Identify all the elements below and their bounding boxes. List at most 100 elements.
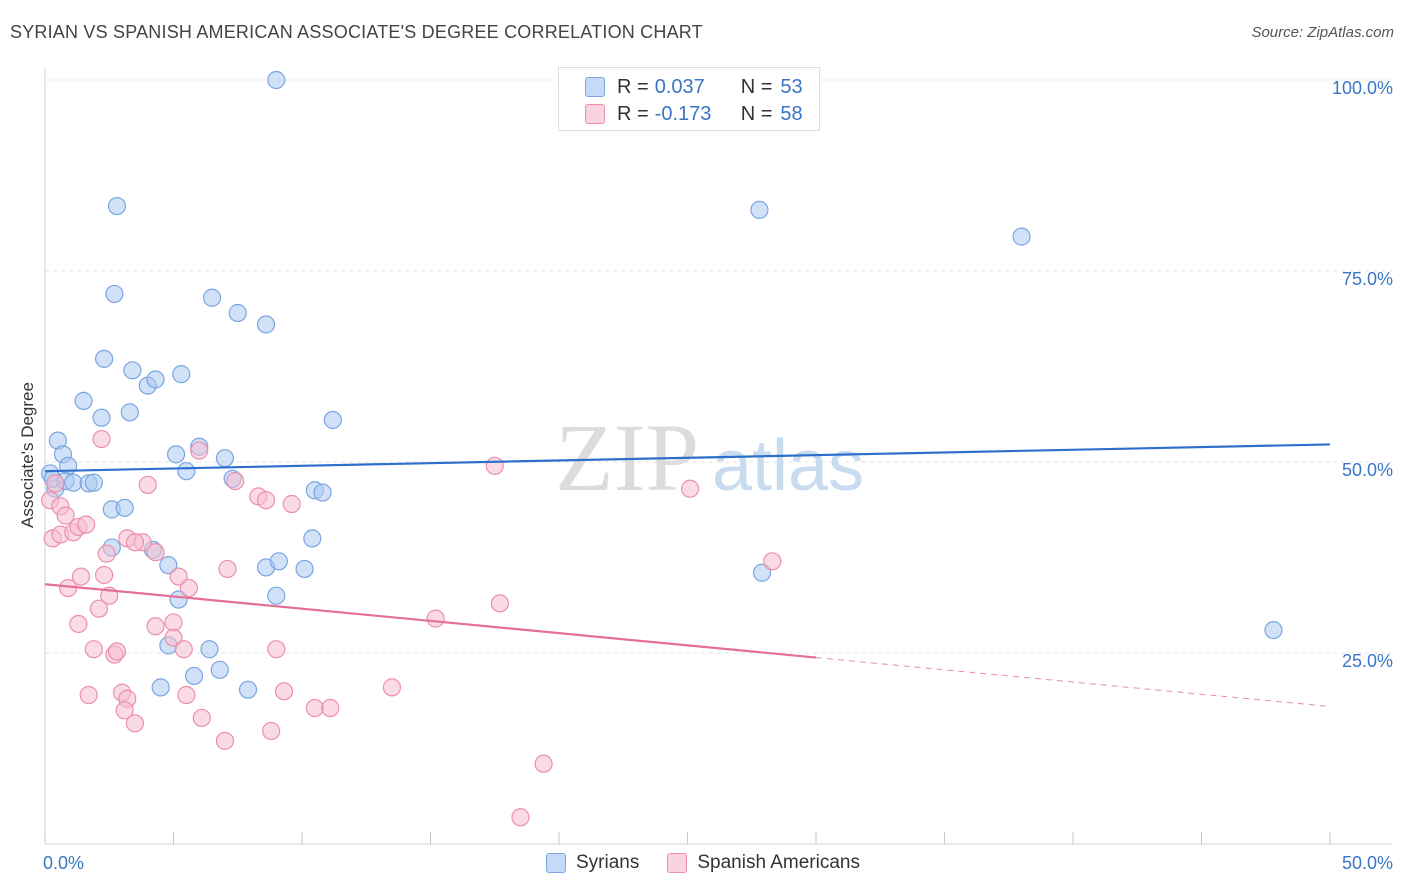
data-point [123, 361, 142, 380]
data-point [95, 349, 114, 368]
legend-r-label: R = [617, 102, 649, 125]
data-point [56, 506, 75, 525]
data-point [84, 640, 103, 659]
data-point [680, 479, 700, 498]
data-point [321, 698, 340, 718]
legend-r-label: R = [617, 75, 649, 98]
y-axis-label: Associate's Degree [18, 382, 37, 528]
data-point [1012, 227, 1031, 246]
data-points [41, 70, 1283, 827]
legend-item-spanish-americans[interactable]: Spanish Americans [667, 852, 860, 874]
x-tick-label: 50.0% [1342, 853, 1393, 873]
legend-swatch-spanish-americans [667, 853, 688, 873]
data-point [238, 680, 258, 699]
data-point [174, 640, 193, 659]
data-point [750, 200, 769, 219]
series-spanish-americans [41, 429, 782, 827]
data-point [511, 808, 530, 827]
chart-title: SYRIAN VS SPANISH AMERICAN ASSOCIATE'S D… [10, 22, 703, 42]
data-point [1264, 620, 1283, 640]
data-point [146, 370, 165, 389]
legend-label-spanish-americans: Spanish Americans [697, 852, 860, 873]
series-legend: Syrians Spanish Americans [0, 852, 1406, 874]
data-point [89, 599, 109, 618]
legend-n-label: N = [740, 102, 773, 125]
data-point [752, 563, 772, 582]
data-point [115, 498, 134, 517]
data-point [164, 628, 183, 647]
data-point [215, 449, 234, 468]
data-point [200, 640, 219, 659]
y-tick-label: 50.0% [1342, 460, 1393, 480]
data-point [190, 441, 209, 460]
data-point [267, 640, 286, 659]
data-point [97, 544, 116, 563]
data-point [485, 456, 504, 475]
data-point [107, 196, 127, 216]
data-point [46, 474, 65, 493]
data-point [95, 565, 114, 585]
data-point [269, 552, 288, 571]
y-tick-label: 25.0% [1342, 651, 1393, 671]
tick-labels: 25.0% 50.0% 75.0% 100.0% 0.0% 50.0% [43, 78, 1393, 873]
data-point [215, 731, 234, 750]
axes [44, 68, 1392, 845]
data-point [192, 708, 211, 728]
data-point [313, 483, 332, 502]
data-point [71, 567, 91, 586]
data-point [763, 552, 782, 571]
correlation-legend: R = 0.037 N = 53 R = -0.173 N = 58 [558, 67, 820, 131]
data-point [256, 491, 276, 510]
data-point [267, 586, 286, 605]
y-tick-label: 100.0% [1332, 78, 1393, 98]
data-point [210, 660, 229, 679]
data-point [164, 613, 183, 632]
data-point [534, 754, 553, 773]
data-point [92, 408, 111, 427]
data-point [166, 445, 186, 464]
data-point [184, 666, 204, 686]
y-tick-label: 75.0% [1342, 269, 1393, 289]
data-point [202, 288, 222, 307]
data-point [490, 594, 509, 613]
data-point [303, 529, 322, 548]
data-point [64, 473, 83, 492]
legend-n-value: 58 [780, 102, 803, 125]
data-point [159, 556, 178, 575]
legend-n-value: 53 [780, 75, 803, 98]
data-point [138, 475, 157, 495]
legend-n-label: N = [740, 75, 773, 98]
data-point [151, 678, 170, 697]
data-point [172, 365, 191, 384]
data-point [323, 410, 342, 430]
legend-item-syrians[interactable]: Syrians [545, 852, 640, 874]
data-point [382, 678, 402, 697]
source-label: Source: ZipAtlas.com [1251, 24, 1394, 41]
data-point [74, 391, 93, 410]
watermark-atlas: atlas [712, 426, 864, 506]
data-point [282, 494, 301, 514]
legend-r-value: 0.037 [654, 75, 705, 98]
legend-row-spanish-americans: R = -0.173 N = 58 [585, 101, 803, 127]
legend-swatch-syrians [545, 853, 566, 873]
data-point [274, 682, 294, 701]
series-syrians [41, 70, 1283, 699]
data-point [69, 614, 88, 634]
data-point [105, 284, 124, 304]
data-point [92, 429, 111, 449]
data-point [305, 698, 324, 718]
trend-line-spanish-americans-extension [815, 657, 1331, 707]
legend-row-syrians: R = 0.037 N = 53 [585, 74, 803, 100]
trend-line-syrians [44, 443, 1331, 473]
trend-line-spanish-americans [44, 583, 817, 659]
data-point [77, 515, 96, 534]
data-point [179, 578, 199, 598]
data-point [226, 472, 245, 491]
data-point [125, 714, 145, 733]
legend-r-value: -0.173 [654, 102, 712, 125]
data-point [146, 543, 165, 562]
trend-lines [44, 443, 1331, 707]
legend-swatch-spanish-americans [585, 104, 605, 124]
legend-label-syrians: Syrians [575, 852, 640, 873]
